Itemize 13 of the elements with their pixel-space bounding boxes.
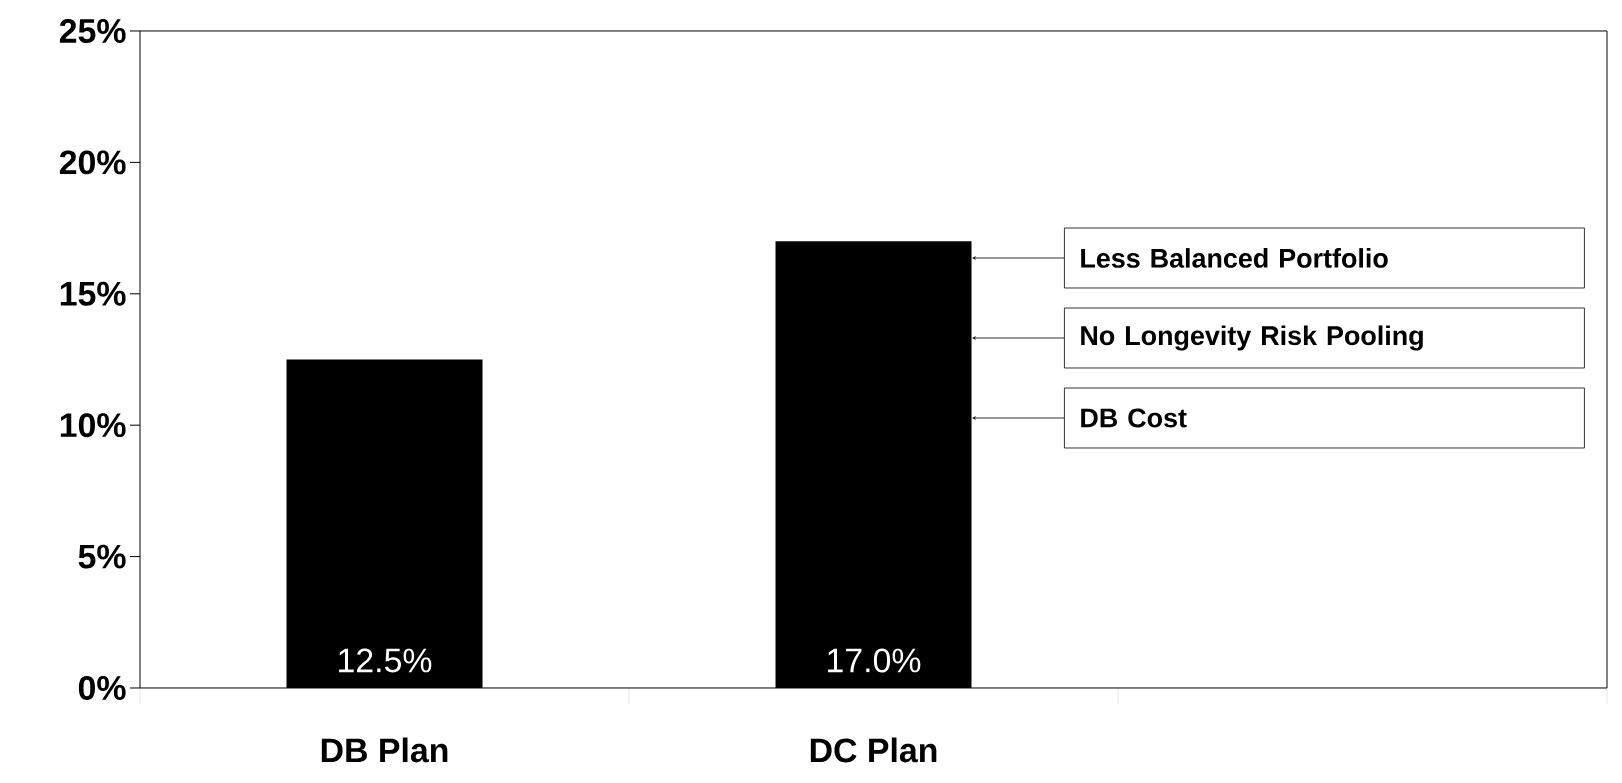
y-tick-label: 25% <box>59 18 126 43</box>
data-label: 12.5% <box>339 648 432 673</box>
y-tick-label: 20% <box>59 150 126 175</box>
y-tick-label: 10% <box>60 413 126 438</box>
x-tick-label: DC Plan <box>810 737 937 763</box>
y-tick-label: 0% <box>78 675 126 700</box>
y-tick-label: 5% <box>78 544 126 569</box>
data-label: 17.0% <box>828 648 921 673</box>
annotation: Less Balanced Portfolio <box>1081 248 1388 268</box>
annotation: No Longevity Risk Pooling <box>1081 325 1423 351</box>
annotation: DB Cost <box>1081 408 1187 428</box>
y-tick-label: 15% <box>60 281 126 306</box>
x-tick-label: DB Plan <box>321 737 448 763</box>
